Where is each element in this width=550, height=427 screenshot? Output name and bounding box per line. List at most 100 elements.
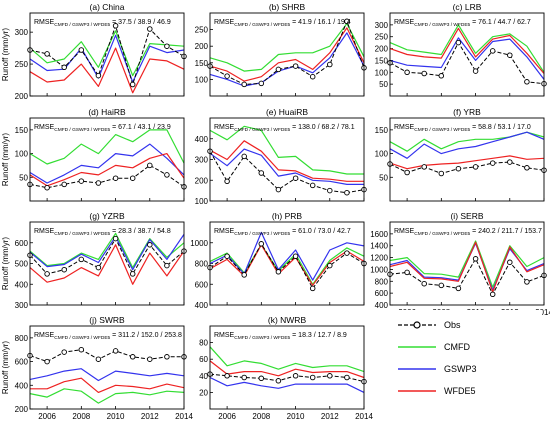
y-tick-label: 150 — [15, 126, 29, 135]
series-line-obs — [29, 238, 185, 275]
y-tick-label: 300 — [15, 301, 29, 310]
obs-point — [327, 373, 333, 379]
obs-point — [258, 170, 265, 176]
series-line-obs — [29, 25, 185, 85]
obs-point — [292, 63, 299, 69]
x-tick-label: 2006 — [218, 412, 236, 421]
obs-point — [524, 279, 530, 285]
x-tick-label: 2010 — [287, 412, 305, 421]
series-line-gswp3 — [389, 131, 545, 159]
series-line-wfde5 — [209, 244, 365, 286]
obs-point — [344, 374, 350, 381]
y-tick-label: 400 — [195, 135, 209, 144]
y-tick-label: 200 — [375, 45, 389, 54]
series-line-wfde5 — [29, 244, 185, 285]
y-tick-label: 150 — [195, 59, 209, 68]
obs-point — [292, 253, 299, 259]
obs-point — [129, 81, 136, 88]
obs-point — [421, 164, 427, 170]
obs-point — [95, 180, 102, 186]
obs-point — [241, 153, 247, 160]
series-line-cmfd — [389, 240, 545, 288]
series-line-cmfd — [209, 23, 365, 72]
obs-point — [404, 269, 410, 276]
series-line-gswp3 — [29, 234, 185, 271]
rmse-annotation: RMSECMFD / GSWP3 / WFDE5 = 76.1 / 44.7 /… — [394, 19, 531, 28]
obs-point — [404, 69, 410, 76]
obs-point — [112, 23, 119, 29]
series-line-wfde5 — [209, 27, 365, 82]
obs-point — [275, 269, 282, 275]
series-line-gswp3 — [209, 148, 364, 185]
y-axis-label: Runoff (mm/yr) — [1, 133, 10, 187]
x-tick-label: 2014 — [355, 412, 373, 421]
x-tick-label: 2014 — [535, 308, 550, 317]
panel-hairb: (d) HaiRB 50 100 150 Runoff (mm/yr) RMSECMFD … — [1, 107, 187, 202]
y-axis-label: Runoff (mm/yr) — [1, 28, 10, 82]
obs-point — [472, 256, 479, 262]
series-line-cmfd — [29, 129, 185, 165]
series-line-gswp3 — [29, 368, 185, 382]
y-tick-label: 200 — [15, 92, 29, 101]
plot-frame — [209, 12, 365, 97]
obs-point — [112, 235, 119, 242]
y-tick-label: 800 — [195, 260, 209, 269]
legend-label-cmfd: CMFD — [444, 342, 470, 352]
plot-frame — [29, 325, 185, 410]
x-tick-label: 2014 — [175, 412, 193, 421]
obs-point — [224, 73, 230, 79]
obs-point — [224, 178, 230, 185]
obs-point — [404, 169, 410, 176]
obs-point — [241, 374, 247, 381]
series-line-gswp3 — [29, 143, 185, 184]
rmse-annotation: RMSECMFD / GSWP3 / WFDE5 = 18.3 / 12.7 /… — [214, 332, 347, 341]
series-line-obs — [209, 150, 365, 194]
rmse-annotation: RMSECMFD / GSWP3 / WFDE5 = 311.2 / 152.0… — [34, 332, 182, 341]
y-tick-label: 1200 — [370, 254, 388, 263]
panel-title: (e) HuaiRB — [266, 107, 308, 117]
obs-point — [472, 164, 479, 170]
series-line-obs — [209, 373, 365, 383]
obs-point — [112, 348, 119, 354]
plot-frame — [389, 117, 545, 202]
y-tick-label: 600 — [15, 239, 29, 248]
series-line-wfde5 — [209, 140, 364, 182]
obs-point — [44, 271, 50, 277]
y-tick-label: 100 — [195, 75, 209, 84]
x-tick-label: 2008 — [252, 412, 270, 421]
obs-point — [344, 250, 350, 256]
series-line-cmfd — [29, 388, 185, 404]
series-line-obs — [209, 20, 365, 85]
obs-point — [147, 242, 153, 248]
obs-point — [327, 61, 333, 68]
rmse-annotation: RMSECMFD / GSWP3 / WFDE5 = 37.5 / 38.9 /… — [34, 19, 171, 28]
obs-point — [275, 378, 282, 384]
series-line-cmfd — [209, 125, 364, 175]
obs-point — [438, 73, 445, 79]
y-tick-label: 200 — [195, 42, 209, 51]
obs-point — [327, 187, 333, 194]
plot-frame — [209, 221, 365, 306]
obs-point — [472, 68, 479, 74]
rmse-annotation: RMSECMFD / GSWP3 / WFDE5 = 67.1 / 43.1 /… — [34, 124, 171, 133]
obs-point — [327, 262, 333, 269]
series-line-cmfd — [29, 232, 185, 269]
rmse-annotation: RMSECMFD / GSWP3 / WFDE5 = 28.3 / 38.7 /… — [34, 228, 171, 237]
obs-point — [258, 375, 265, 382]
series-line-wfde5 — [29, 47, 185, 94]
obs-point — [455, 285, 462, 292]
x-tick-label: 2008 — [72, 412, 90, 421]
y-tick-label: 400 — [195, 301, 209, 310]
obs-point — [275, 66, 282, 73]
y-tick-label: 250 — [375, 33, 389, 42]
obs-point — [164, 262, 170, 269]
obs-point — [309, 182, 316, 189]
legend-label-gswp3: GSWP3 — [444, 364, 477, 374]
obs-point — [78, 346, 85, 353]
panel-title: (b) SHRB — [269, 2, 306, 12]
obs-point — [292, 175, 299, 181]
panel-swrb: (j) SWRB 200 400 600 800 2006 2008 2010 2012 2014… — [1, 315, 193, 421]
panel-lrb: (c) LRB 50 100 150 200 250 300 RMSECMFD / GSWP3… — [375, 2, 547, 97]
legend: Obs CMFD GSWP3 WFDE5 — [372, 310, 542, 408]
panel-title: (a) China — [90, 2, 125, 12]
